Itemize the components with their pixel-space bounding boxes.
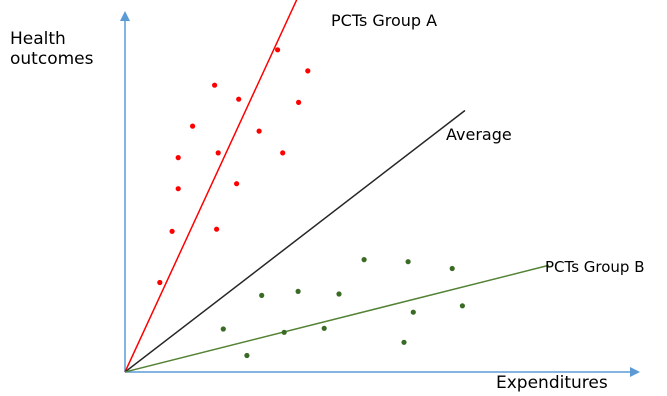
group-a-point (157, 279, 163, 286)
group-a-point (212, 82, 218, 88)
group-b-point (281, 329, 287, 335)
group-a-point (234, 181, 240, 187)
group-b-trend-line (124, 264, 550, 373)
trend-lines (124, 0, 550, 373)
y-axis-label-line2: outcomes (10, 48, 94, 69)
group-a-point (296, 99, 302, 105)
group-b-point (244, 352, 250, 359)
group-a-point (190, 123, 196, 129)
group-a-point (175, 186, 181, 192)
group-a-point (215, 150, 221, 156)
group-b-point (361, 257, 367, 263)
group-a-point (280, 150, 286, 156)
average-label: Average (446, 125, 512, 144)
group-a-point (305, 68, 311, 74)
y-axis-label: Health outcomes (10, 29, 94, 69)
group-a-point (275, 47, 281, 53)
group-b-point (449, 265, 455, 272)
group-a-point (214, 226, 220, 232)
group-b-point (401, 339, 407, 345)
group-b-point (410, 309, 416, 315)
group-b-point (295, 288, 301, 294)
group-a-trend-line (124, 0, 298, 373)
group-b-point (321, 325, 327, 331)
group-b-point (459, 303, 465, 309)
average-trend-line (124, 109, 466, 373)
group-b-point (336, 291, 342, 297)
group-a-point (256, 128, 262, 134)
axes (120, 11, 640, 377)
group-a-label: PCTs Group A (331, 11, 438, 30)
group-a-point (175, 155, 181, 161)
group-b-point (405, 259, 411, 265)
group-a-point (169, 228, 175, 234)
x-axis-label: Expenditures (496, 373, 608, 393)
y-axis-label-line1: Health (10, 29, 66, 49)
group-b-label: PCTs Group B (545, 258, 645, 276)
group-b-point (220, 326, 226, 332)
data-points (157, 47, 465, 359)
group-a-point (236, 96, 242, 102)
group-b-point (259, 292, 265, 298)
